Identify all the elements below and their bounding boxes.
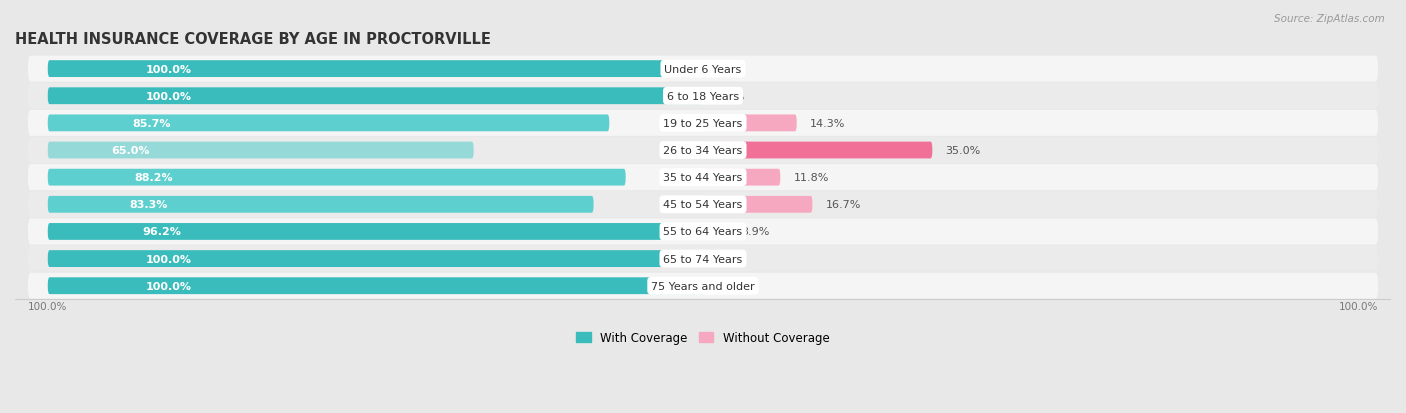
Text: 55 to 64 Years: 55 to 64 Years: [664, 227, 742, 237]
FancyBboxPatch shape: [703, 142, 932, 159]
Text: 83.3%: 83.3%: [129, 200, 167, 210]
FancyBboxPatch shape: [48, 278, 703, 294]
Text: 6 to 18 Years: 6 to 18 Years: [666, 92, 740, 102]
Text: 11.8%: 11.8%: [793, 173, 828, 183]
Text: 100.0%: 100.0%: [146, 254, 193, 264]
Text: 16.7%: 16.7%: [825, 200, 860, 210]
Text: 26 to 34 Years: 26 to 34 Years: [664, 146, 742, 156]
Text: 85.7%: 85.7%: [132, 119, 170, 128]
Text: 14.3%: 14.3%: [810, 119, 845, 128]
FancyBboxPatch shape: [703, 197, 813, 213]
FancyBboxPatch shape: [28, 111, 1378, 137]
FancyBboxPatch shape: [48, 115, 609, 132]
FancyBboxPatch shape: [28, 219, 1378, 245]
Text: 45 to 54 Years: 45 to 54 Years: [664, 200, 742, 210]
FancyBboxPatch shape: [28, 246, 1378, 272]
Text: 65.0%: 65.0%: [111, 146, 150, 156]
FancyBboxPatch shape: [28, 273, 1378, 299]
Legend: With Coverage, Without Coverage: With Coverage, Without Coverage: [572, 327, 834, 349]
Text: 75 Years and older: 75 Years and older: [651, 281, 755, 291]
FancyBboxPatch shape: [48, 61, 703, 78]
Text: 88.2%: 88.2%: [135, 173, 173, 183]
FancyBboxPatch shape: [28, 57, 1378, 83]
Text: 0.0%: 0.0%: [716, 254, 744, 264]
Text: Under 6 Years: Under 6 Years: [665, 64, 741, 74]
FancyBboxPatch shape: [48, 197, 593, 213]
Text: 0.0%: 0.0%: [716, 64, 744, 74]
FancyBboxPatch shape: [28, 192, 1378, 218]
Text: Source: ZipAtlas.com: Source: ZipAtlas.com: [1274, 14, 1385, 24]
FancyBboxPatch shape: [28, 138, 1378, 164]
Text: 0.0%: 0.0%: [716, 92, 744, 102]
Text: HEALTH INSURANCE COVERAGE BY AGE IN PROCTORVILLE: HEALTH INSURANCE COVERAGE BY AGE IN PROC…: [15, 31, 491, 46]
Text: 19 to 25 Years: 19 to 25 Years: [664, 119, 742, 128]
Text: 100.0%: 100.0%: [146, 64, 193, 74]
Text: 3.9%: 3.9%: [741, 227, 770, 237]
Text: 35.0%: 35.0%: [945, 146, 981, 156]
Text: 65 to 74 Years: 65 to 74 Years: [664, 254, 742, 264]
FancyBboxPatch shape: [28, 83, 1378, 109]
FancyBboxPatch shape: [703, 115, 797, 132]
FancyBboxPatch shape: [48, 88, 703, 105]
FancyBboxPatch shape: [48, 142, 474, 159]
FancyBboxPatch shape: [48, 223, 678, 240]
Text: 100.0%: 100.0%: [146, 92, 193, 102]
Text: 100.0%: 100.0%: [1339, 301, 1378, 311]
Text: 96.2%: 96.2%: [142, 227, 181, 237]
FancyBboxPatch shape: [48, 169, 626, 186]
Text: 100.0%: 100.0%: [146, 281, 193, 291]
Text: 100.0%: 100.0%: [28, 301, 67, 311]
Text: 35 to 44 Years: 35 to 44 Years: [664, 173, 742, 183]
FancyBboxPatch shape: [703, 223, 728, 240]
Text: 0.0%: 0.0%: [716, 281, 744, 291]
FancyBboxPatch shape: [28, 165, 1378, 191]
FancyBboxPatch shape: [48, 251, 703, 267]
FancyBboxPatch shape: [703, 169, 780, 186]
